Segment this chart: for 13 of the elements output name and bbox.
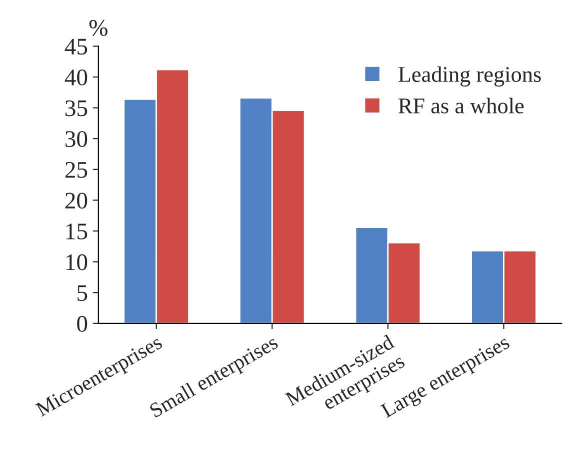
y-tick-label: 35 <box>66 100 88 116</box>
y-tick-label: 10 <box>66 254 88 270</box>
y-tick-label: 0 <box>77 316 88 332</box>
y-tick-label: 25 <box>65 162 88 178</box>
y-axis-title: % <box>89 20 108 36</box>
y-tick-label: 30 <box>66 131 88 148</box>
legend-label: RF as a whole <box>398 98 524 114</box>
y-tick-label: 40 <box>64 69 88 86</box>
y-tick-label: 45 <box>64 38 88 55</box>
y-tick-label: 15 <box>66 224 88 240</box>
y-tick-label: 20 <box>65 192 88 209</box>
y-tick-label: 5 <box>78 285 88 302</box>
legend-label: Leading regions <box>398 66 541 87</box>
